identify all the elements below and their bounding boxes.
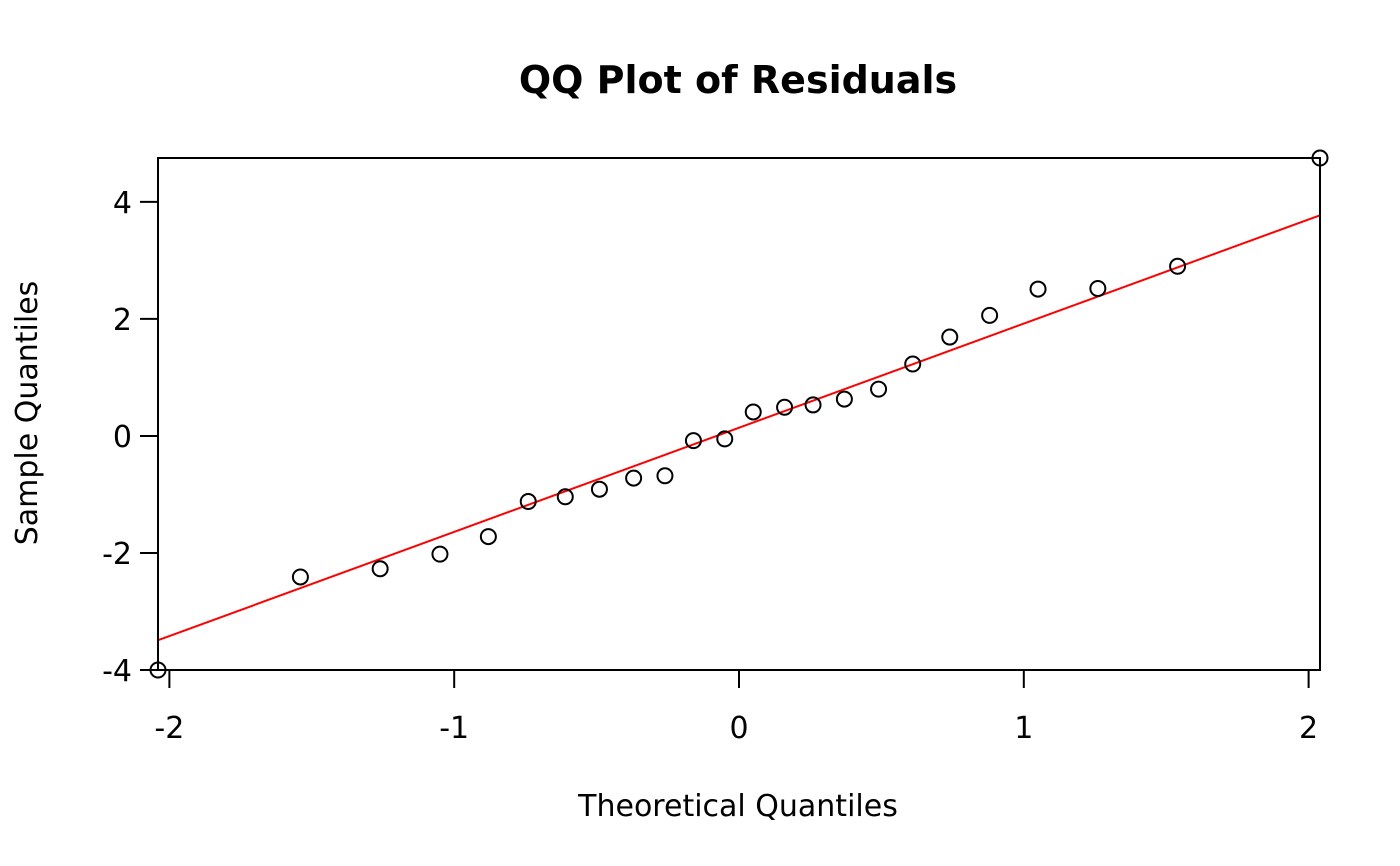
data-point [804,396,822,414]
x-axis-label: Theoretical Quantiles [577,789,898,824]
data-point [684,432,702,450]
plot-area: -2 -1 0 1 2 -4 -2 0 2 4 [102,149,1329,746]
data-point [744,403,762,421]
data-point [431,545,449,563]
data-point [716,430,734,448]
data-point [941,328,959,346]
y-tick-label: -4 [102,654,132,689]
x-tick-label: 1 [1014,711,1033,746]
data-points [149,149,1329,679]
data-point [835,390,853,408]
x-tick-label: 0 [729,711,748,746]
data-point [556,488,574,506]
y-tick-label: 2 [113,303,132,338]
data-point [479,528,497,546]
chart-title: QQ Plot of Residuals [519,58,957,102]
x-tick-label: -1 [439,711,469,746]
data-point [870,380,888,398]
data-point [1029,280,1047,298]
data-point [1089,279,1107,297]
data-point [981,306,999,324]
data-point [519,492,537,510]
data-point [291,568,309,586]
y-tick-label: -2 [102,537,132,572]
data-point [625,469,643,487]
data-point [904,355,922,373]
data-point [1169,257,1187,275]
data-point [656,467,674,485]
y-axis-label: Sample Quantiles [10,281,45,546]
data-point [371,560,389,578]
x-tick-label: -2 [154,711,184,746]
plot-frame [157,157,1321,671]
reference-line [158,214,1320,642]
y-tick-label: 4 [113,186,132,221]
y-tick-label: 0 [113,420,132,455]
x-tick-label: 2 [1299,711,1318,746]
data-point [590,480,608,498]
data-point [776,398,794,416]
